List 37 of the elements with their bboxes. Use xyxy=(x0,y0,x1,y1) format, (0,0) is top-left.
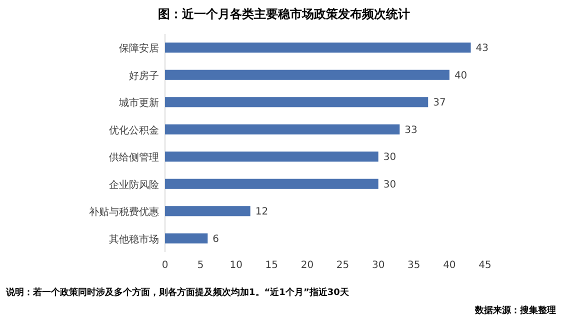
x-tick-label: 5 xyxy=(197,260,204,271)
x-tick-label: 45 xyxy=(478,260,492,271)
data-label: 30 xyxy=(383,179,396,190)
bar xyxy=(165,206,250,216)
x-tick-label: 15 xyxy=(265,260,278,271)
data-label: 6 xyxy=(212,234,220,245)
text: 说明：若一个政策同时涉及多个方面，则各方面提及频次均加1。“近1个月”指近30天 xyxy=(5,287,350,298)
data-label: 12 xyxy=(255,206,268,218)
x-tick-label: 30 xyxy=(372,260,385,271)
y-tick-label: 其他稳市场 xyxy=(109,233,159,246)
source-note: 数据来源：搜集整理 xyxy=(474,305,556,316)
bar xyxy=(165,42,471,53)
x-tick-label: 25 xyxy=(336,260,350,271)
data-label: 40 xyxy=(454,70,468,82)
chart-title: 图：近一个月各类主要稳市场政策发布频次统计 xyxy=(158,7,410,21)
x-tick-label: 10 xyxy=(230,260,242,271)
bar xyxy=(165,70,450,80)
data-label: 33 xyxy=(404,124,418,136)
data-label: 37 xyxy=(433,98,446,109)
bar xyxy=(165,233,208,244)
x-tick-label: 20 xyxy=(300,260,314,271)
x-tick-label: 40 xyxy=(443,260,456,271)
bar xyxy=(165,124,400,134)
data-label: 43 xyxy=(476,43,489,54)
y-tick-label: 补贴与税费优惠 xyxy=(89,206,159,218)
x-tick-label: 35 xyxy=(408,260,420,271)
y-tick-label: 供给侧管理 xyxy=(109,152,159,164)
y-tick-label: 城市更新 xyxy=(118,97,159,110)
data-label: 30 xyxy=(383,152,396,164)
bar xyxy=(165,178,378,189)
y-tick-label: 好房子 xyxy=(129,70,159,82)
y-tick-label: 企业防风险 xyxy=(109,178,159,191)
y-tick-label: 保障安居 xyxy=(119,42,159,55)
bar xyxy=(165,152,378,162)
y-tick-label: 优化公积金 xyxy=(109,124,159,136)
x-tick-label: 0 xyxy=(162,260,168,271)
bar xyxy=(165,97,428,108)
